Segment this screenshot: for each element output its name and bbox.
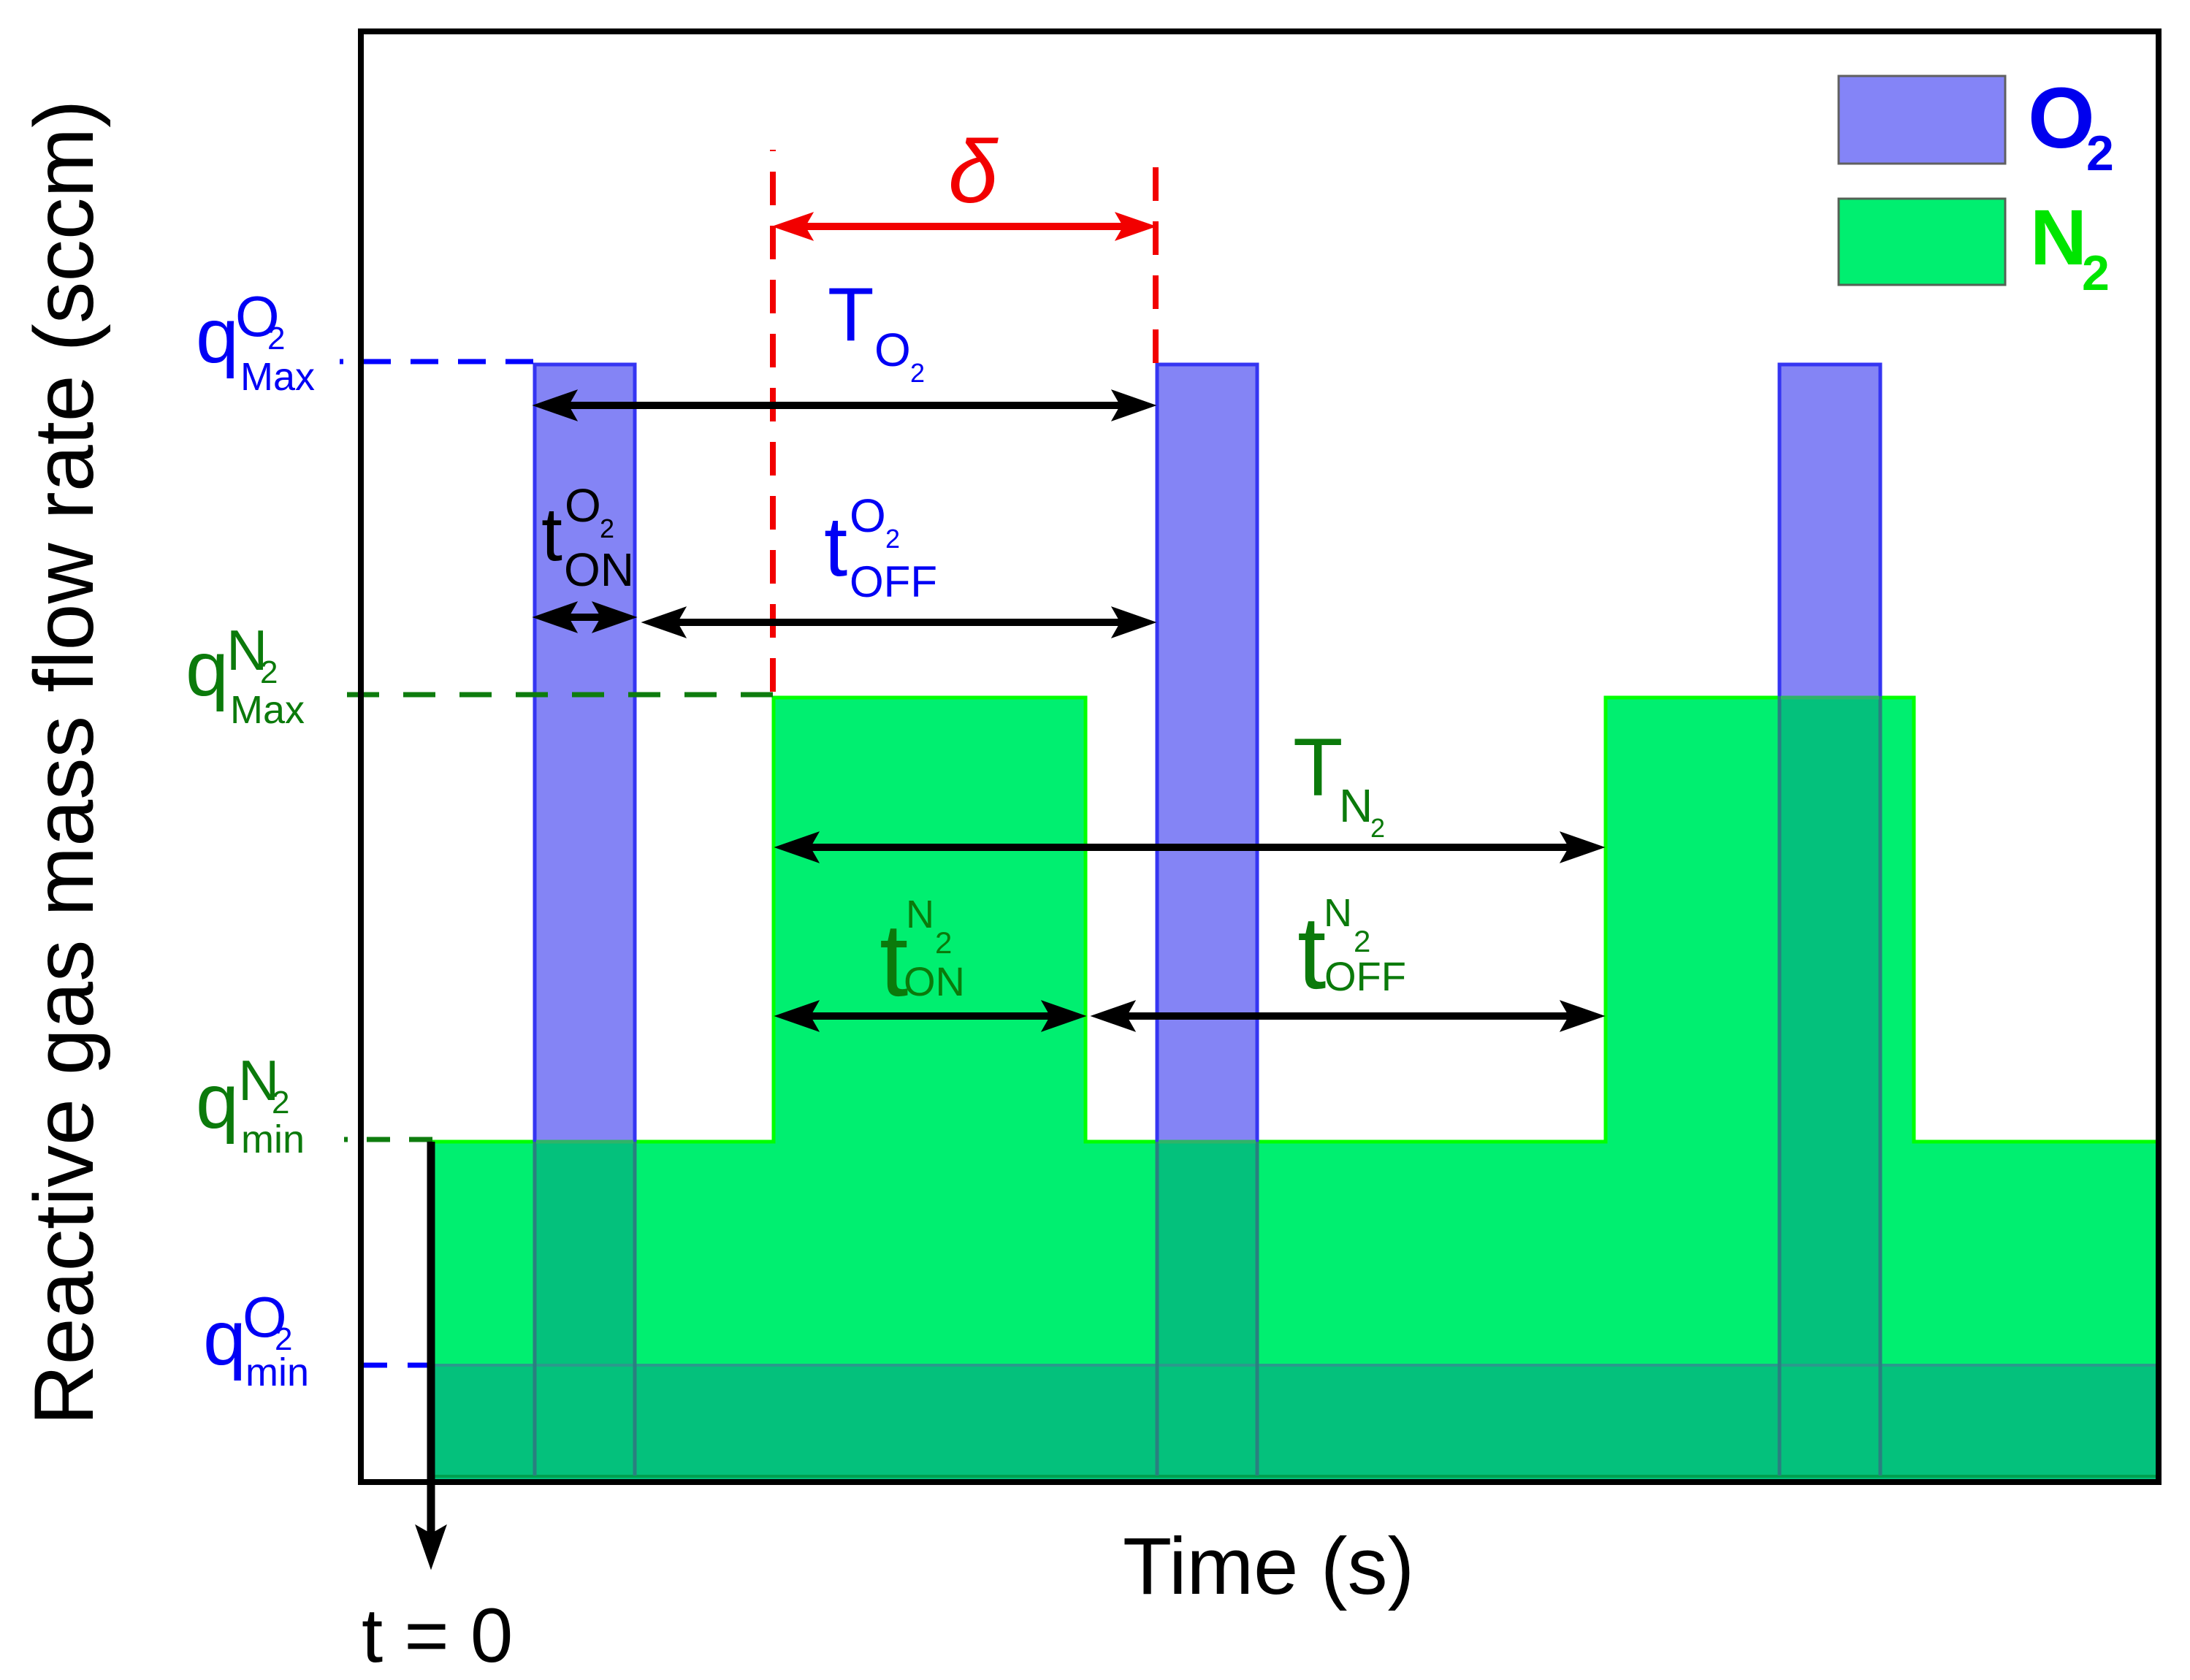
svg-text:t: t [541,492,562,577]
svg-text:2: 2 [885,524,900,554]
svg-text:2: 2 [1354,924,1370,958]
svg-text:N: N [238,1048,279,1112]
svg-text:T: T [828,272,874,357]
svg-text:2: 2 [910,358,925,388]
svg-text:Max: Max [240,355,315,399]
svg-text:q: q [186,626,229,712]
svg-text:O: O [565,479,601,532]
svg-text:t = 0: t = 0 [362,1593,513,1679]
svg-text:2: 2 [260,654,278,690]
svg-text:Reactive gas mass flow rate (s: Reactive gas mass flow rate (sccm) [18,100,111,1426]
svg-text:O: O [243,1285,287,1349]
svg-text:2: 2 [1370,813,1385,843]
svg-text:q: q [196,1058,239,1145]
svg-text:2: 2 [272,1085,289,1120]
svg-text:t: t [1297,895,1326,1011]
svg-text:2: 2 [2082,245,2110,301]
svg-text:q: q [203,1295,246,1381]
svg-text:t: t [824,499,847,594]
svg-text:2: 2 [935,925,952,960]
svg-text:2: 2 [600,513,614,543]
svg-text:q: q [196,293,239,379]
svg-text:N: N [226,618,267,682]
svg-text:O: O [2028,70,2095,167]
svg-text:Time (s): Time (s) [1123,1521,1414,1611]
svg-text:ON: ON [904,958,965,1004]
svg-text:N: N [1339,779,1373,832]
svg-text:t: t [880,902,908,1018]
svg-text:N: N [906,893,934,936]
svg-text:δ: δ [948,122,999,221]
svg-text:min: min [245,1351,309,1394]
svg-text:N: N [2030,193,2087,281]
svg-text:2: 2 [275,1321,292,1357]
svg-text:ON: ON [564,543,634,596]
svg-text:O: O [874,324,911,376]
svg-text:Max: Max [230,688,305,732]
svg-text:2: 2 [2086,126,2114,181]
svg-text:OFF: OFF [1324,953,1406,999]
svg-text:min: min [241,1118,305,1161]
svg-text:O: O [235,284,280,348]
svg-text:O: O [850,489,886,542]
svg-text:OFF: OFF [850,557,937,606]
svg-text:T: T [1293,722,1343,813]
svg-text:2: 2 [267,321,285,356]
svg-text:N: N [1324,891,1352,935]
